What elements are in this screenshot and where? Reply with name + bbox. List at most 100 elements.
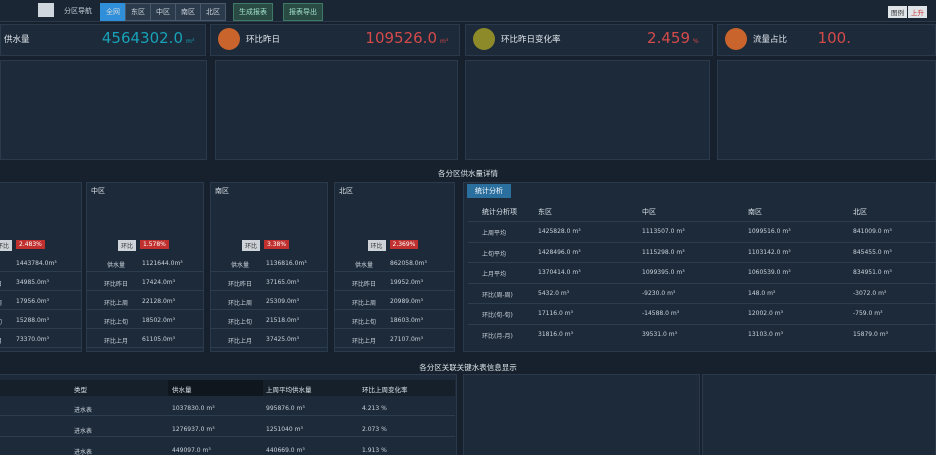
highlight — [168, 380, 263, 396]
row-rule — [0, 415, 455, 416]
meters-cell: 1276937.0 m³ — [172, 426, 215, 433]
badge-value: 1.578% — [140, 240, 169, 249]
row-label: 供水量 — [106, 262, 125, 269]
stats-cell: 13103.0 m³ — [748, 330, 783, 338]
row-label: 环比上周 — [227, 300, 252, 307]
stats-header: 统计分析项 — [482, 208, 517, 216]
row-label: 环比上月 — [103, 338, 128, 345]
nav-button[interactable]: 南区 — [175, 3, 201, 21]
stats-header: 中区 — [642, 208, 656, 216]
row-rule — [468, 303, 936, 304]
meters-header: 类型 — [74, 386, 87, 394]
row-label: 环比上周 — [351, 300, 376, 307]
row-rule — [86, 309, 204, 310]
kpi-icon — [473, 28, 495, 50]
row-label: 供水量 — [354, 262, 373, 269]
section-title: 各分区供水量详情 — [438, 169, 498, 178]
row-label: 供水量 — [0, 260, 12, 269]
kpi-unit: % — [693, 38, 699, 45]
stats-cell: 17116.0 m³ — [538, 310, 573, 317]
row-value: 19952.0m³ — [390, 279, 424, 286]
row-value: 1136816.0m³ — [266, 260, 307, 267]
meters-cell: 995876.0 m³ — [266, 405, 305, 412]
meters-cell: 449097.0 m³ — [172, 447, 211, 454]
district-card — [0, 182, 82, 352]
nav-button[interactable]: 中区 — [150, 3, 176, 21]
district-card — [334, 182, 455, 352]
stats-cell: -9230.0 m³ — [642, 289, 676, 297]
row-value: 17956.0m³ — [16, 298, 50, 305]
row-rule — [0, 290, 82, 291]
stats-cell: 1113507.0 m³ — [642, 228, 685, 235]
row-rule — [0, 328, 82, 329]
row-value: 21518.0m³ — [266, 317, 300, 324]
stats-cell: 845455.0 m³ — [853, 248, 892, 256]
stats-cell: 环比(旬-旬) — [482, 312, 513, 319]
row-label: 环比上旬 — [227, 319, 252, 326]
row-rule — [334, 290, 455, 291]
nav-button[interactable]: 全网 — [100, 3, 126, 21]
meters-cell: 进水表 — [74, 428, 93, 435]
action-button[interactable]: 报表导出 — [283, 3, 323, 21]
badge-value: 3.38% — [264, 240, 290, 249]
badge-label: 环比 — [118, 240, 137, 251]
stats-cell: 31816.0 m³ — [538, 330, 573, 338]
meters-cell: 1.913 % — [362, 447, 387, 454]
chart-panel — [465, 60, 710, 160]
row-label: 供水量 — [230, 262, 249, 269]
row-label: 环比上月 — [227, 338, 252, 345]
meters-header: 供水量 — [172, 386, 192, 394]
row-label: 环比上月 — [0, 336, 12, 345]
action-button[interactable]: 生成报表 — [233, 3, 273, 21]
stats-cell: -14588.0 m³ — [642, 310, 680, 317]
row-value: 15288.0m³ — [16, 317, 50, 324]
row-rule — [86, 347, 204, 348]
row-value: 22128.0m³ — [142, 298, 176, 305]
row-rule — [86, 328, 204, 329]
kpi-label: 环比昨日变化率 — [501, 35, 561, 45]
kpi-card — [210, 24, 460, 56]
row-label: 环比昨日 — [227, 281, 252, 288]
logo-box — [38, 3, 54, 17]
kpi-unit: m³ — [186, 38, 195, 45]
stats-header: 东区 — [538, 208, 552, 216]
meters-cell: 440669.0 m³ — [266, 447, 305, 454]
meters-cell: 2.073 % — [362, 426, 387, 433]
row-rule — [468, 323, 936, 325]
row-rule — [334, 347, 455, 348]
stats-tab[interactable]: 统计分析 — [467, 184, 511, 198]
row-rule — [210, 347, 328, 348]
row-value: 18502.0m³ — [142, 317, 176, 324]
legend-label: 图例 — [888, 6, 907, 18]
stats-cell: 上周平均 — [482, 230, 507, 237]
meters-cell: 1251040 m³ — [266, 426, 303, 433]
row-value: 20989.0m³ — [390, 298, 424, 305]
district-card — [210, 182, 328, 352]
row-label: 环比上周 — [0, 298, 12, 307]
nav-label: 分区导航 — [64, 7, 92, 15]
meters-cell: 进水表 — [74, 407, 93, 414]
nav-button[interactable]: 北区 — [200, 3, 226, 21]
stats-cell: 1099516.0 m³ — [748, 228, 791, 235]
row-rule — [210, 328, 328, 329]
stats-cell: 5432.0 m³ — [538, 289, 570, 297]
chart-panel — [0, 60, 207, 160]
kpi-icon — [218, 28, 240, 50]
kpi-label: 流量占比 — [753, 35, 788, 45]
row-value: 25309.0m³ — [266, 298, 300, 305]
stats-cell: 148.0 m³ — [748, 289, 776, 297]
district-name: 南区 — [215, 187, 229, 195]
chart-panel — [717, 60, 936, 160]
row-label: 环比上月 — [351, 338, 376, 345]
stats-header: 南区 — [748, 208, 762, 216]
row-rule — [210, 271, 328, 272]
row-value: 18603.0m³ — [390, 317, 424, 324]
kpi-value: 109526.0 — [365, 29, 437, 47]
row-value: 1121644.0m³ — [142, 260, 183, 267]
nav-button[interactable]: 东区 — [125, 3, 151, 21]
kpi-card — [717, 24, 936, 56]
row-label: 环比上旬 — [103, 319, 128, 326]
district-name: 中区 — [91, 187, 105, 195]
stats-cell: 1103142.0 m³ — [748, 248, 791, 256]
